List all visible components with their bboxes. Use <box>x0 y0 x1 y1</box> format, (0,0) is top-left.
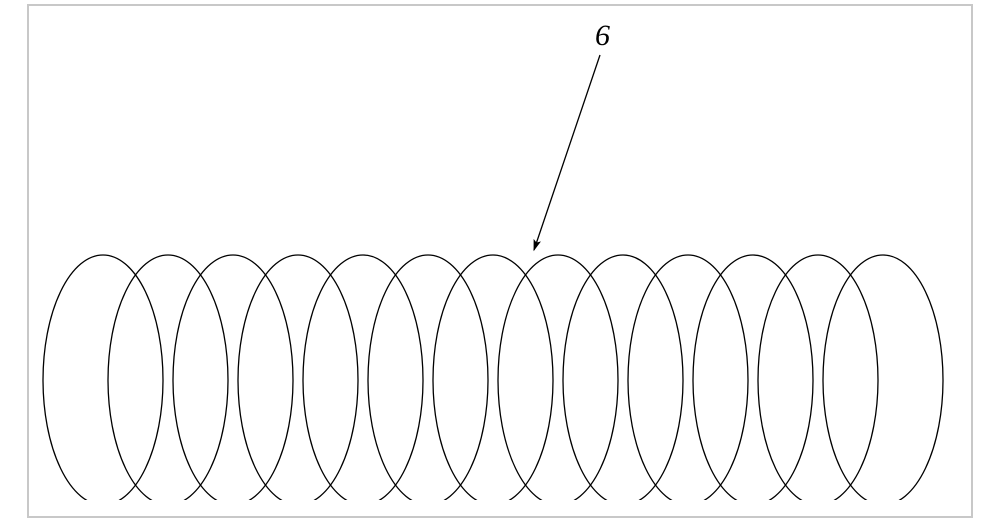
coil-loop <box>303 255 423 505</box>
coil-loop <box>823 255 943 505</box>
coil-loop <box>173 255 293 505</box>
coil-spring <box>43 255 943 505</box>
coil-loop <box>563 255 683 505</box>
coil-loop <box>368 255 488 505</box>
diagram-canvas: 6 <box>0 0 1000 522</box>
coil-loop <box>43 255 163 505</box>
coil-loop <box>238 255 358 505</box>
coil-loop <box>498 255 618 505</box>
callout-label: 6 <box>595 19 610 52</box>
coil-loop <box>693 255 813 505</box>
coil-loop <box>433 255 553 505</box>
callout-leader-line <box>534 55 600 250</box>
coil-loop <box>758 255 878 505</box>
coil-loop <box>628 255 748 505</box>
coil-loop <box>108 255 228 505</box>
